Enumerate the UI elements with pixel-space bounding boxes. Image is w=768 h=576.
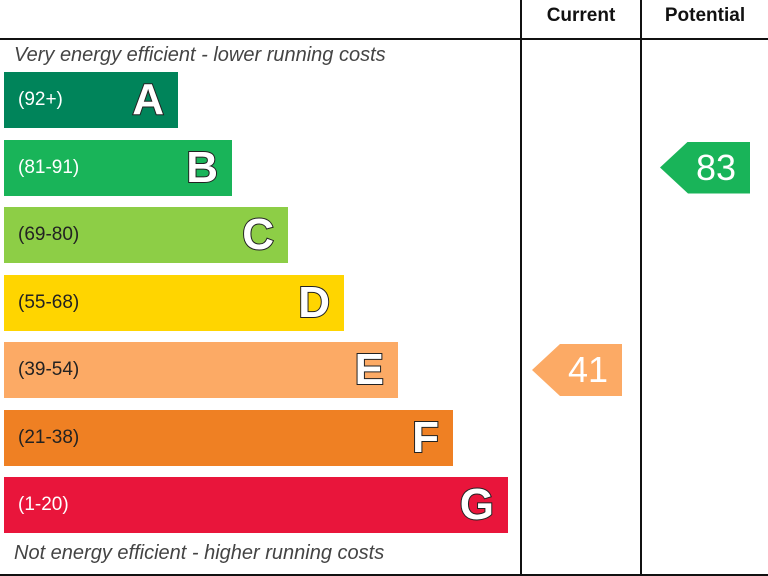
potential-rating-arrow: 83: [660, 141, 750, 194]
band-e-letter: E: [354, 344, 385, 395]
current-column-header: Current: [546, 5, 616, 26]
potential-rating-value: 83: [695, 146, 737, 188]
current-column-left-border: [520, 0, 522, 576]
band-e: (39-54) E: [4, 342, 398, 398]
band-f: (21-38) F: [4, 409, 453, 466]
band-c-letter: C: [241, 209, 275, 260]
band-g-letter: G: [459, 479, 495, 530]
current-rating-value: 41: [567, 349, 609, 390]
band-a-letter: A: [131, 74, 165, 125]
band-b-range: (81-91): [18, 156, 80, 178]
band-d-letter: D: [297, 277, 331, 328]
band-d-range: (55-68): [18, 291, 80, 313]
band-c: (69-80) C: [4, 207, 288, 263]
band-g: (1-20) G: [4, 477, 508, 533]
current-rating-arrow: 41: [532, 344, 622, 396]
band-a: (92+) A: [4, 72, 178, 128]
band-g-range: (1-20): [18, 494, 69, 515]
bottom-caption: Not energy efficient - higher running co…: [14, 542, 385, 564]
potential-column-header: Potential: [664, 5, 746, 26]
band-e-range: (39-54): [18, 359, 80, 380]
band-c-range: (69-80): [18, 224, 80, 245]
potential-column-left-border: [640, 0, 642, 576]
band-d: (55-68) D: [4, 274, 344, 331]
band-f-letter: F: [411, 412, 440, 463]
band-a-range: (92+): [18, 89, 63, 110]
bottom-border: [0, 574, 768, 576]
header-divider: [0, 38, 768, 40]
top-caption: Very energy efficient - lower running co…: [14, 44, 386, 66]
band-f-range: (21-38): [18, 426, 80, 448]
band-b: (81-91) B: [4, 139, 232, 196]
band-b-letter: B: [185, 142, 219, 193]
